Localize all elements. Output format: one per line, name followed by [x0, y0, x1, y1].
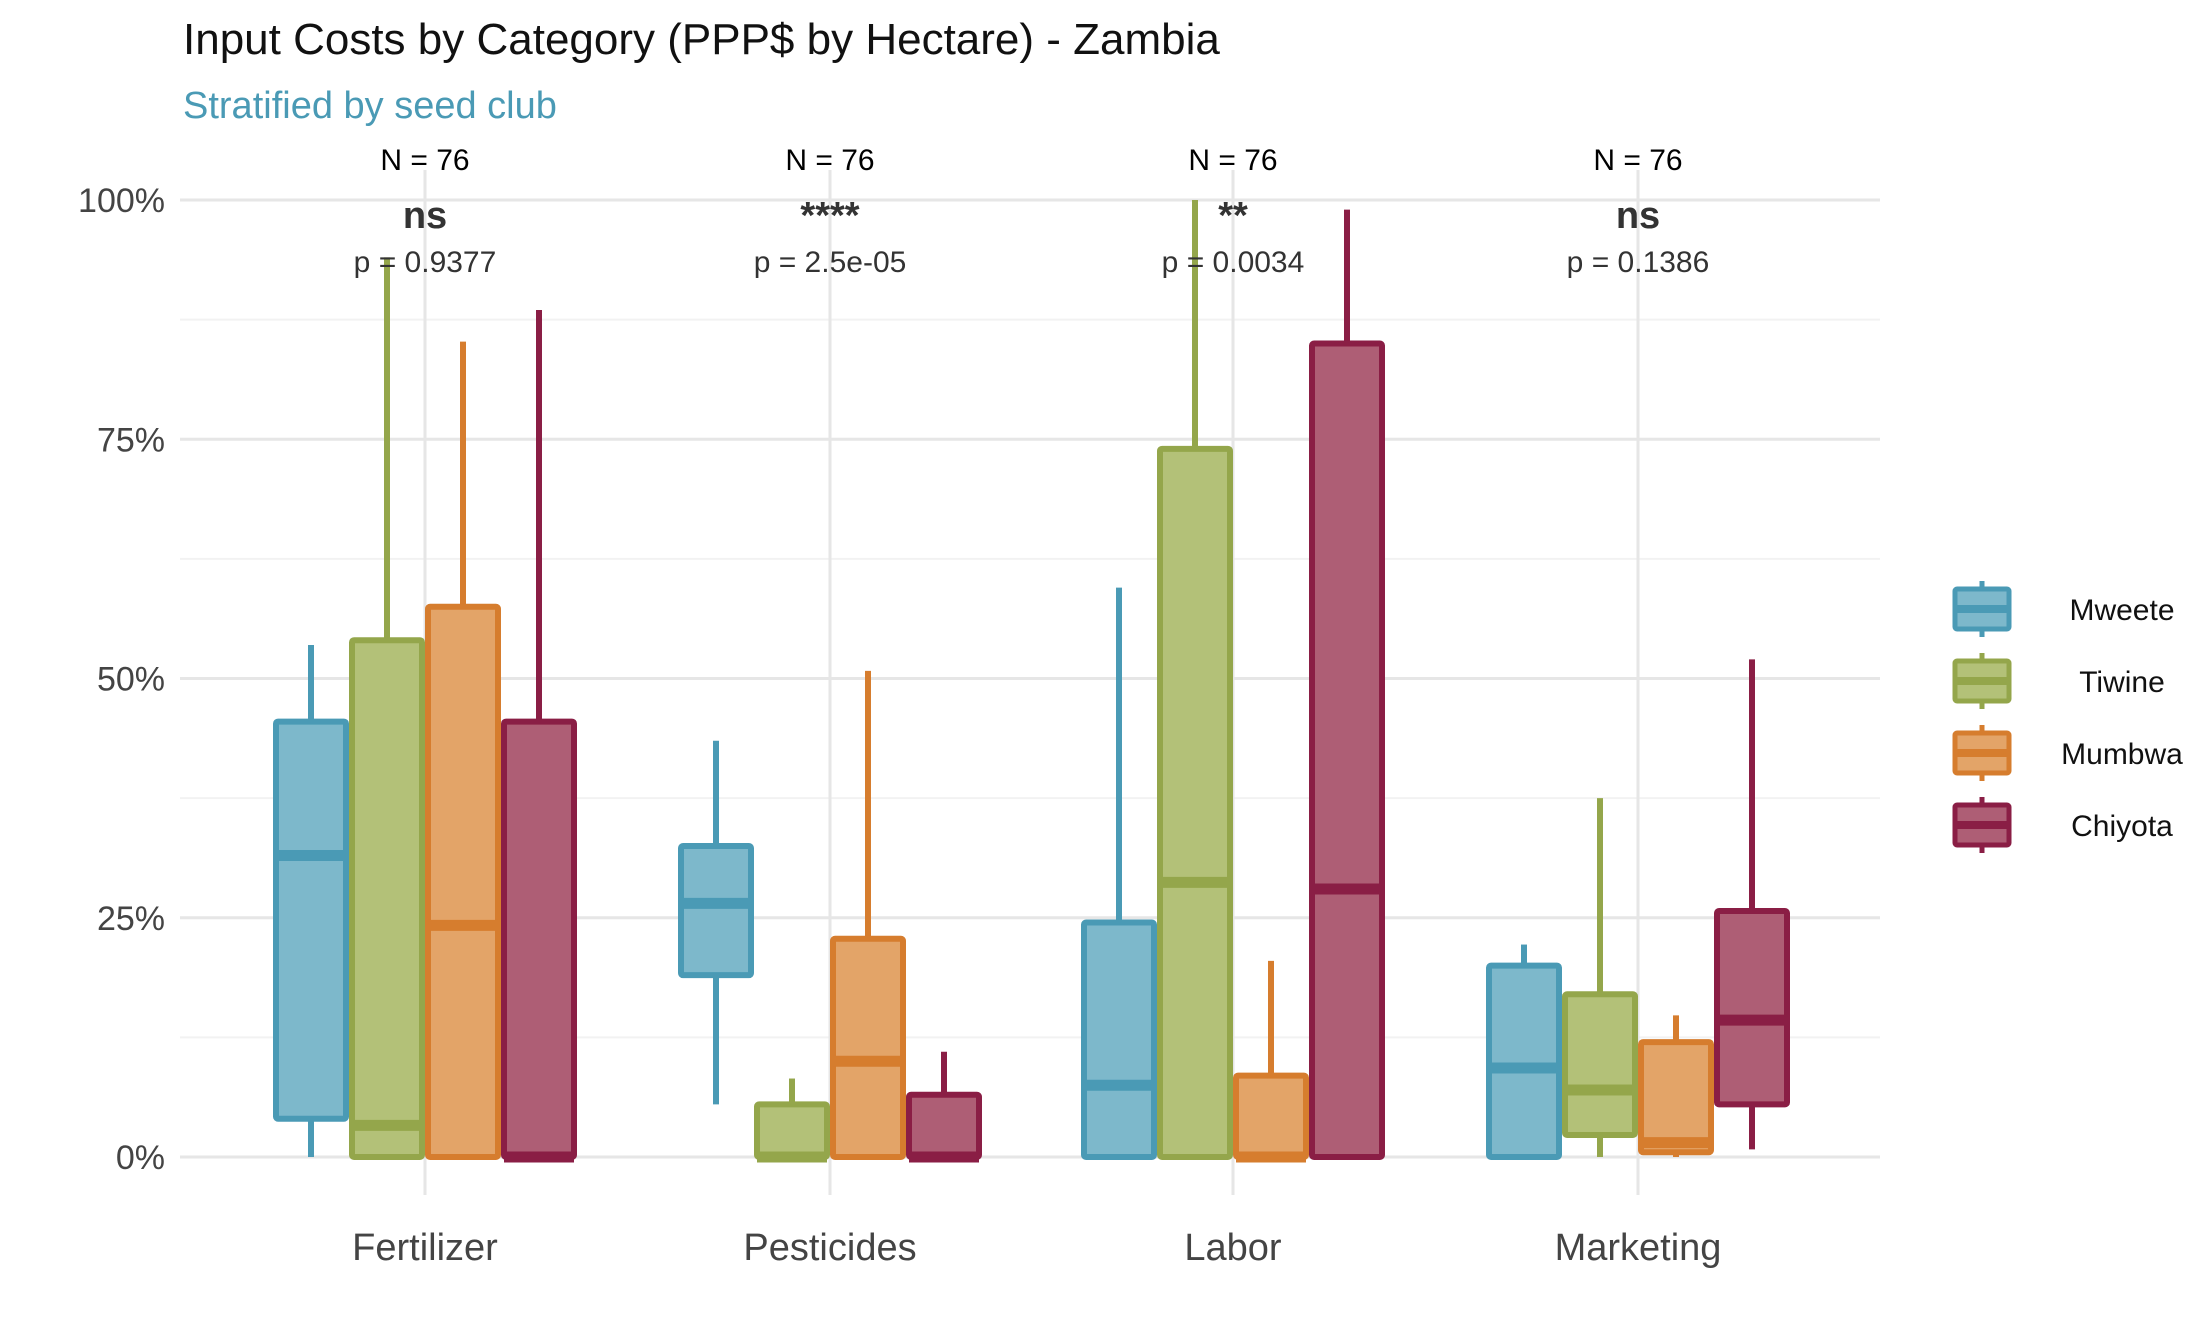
box-mumbwa-marketing [1638, 1015, 1714, 1157]
box-body [830, 935, 906, 1161]
x-tick-label: Fertilizer [352, 1227, 498, 1269]
n-label: N = 76 [785, 144, 874, 177]
x-tick-label: Pesticides [743, 1227, 916, 1269]
box-body [1638, 1039, 1714, 1156]
significance-label: ns [403, 195, 447, 237]
significance-label: ns [1616, 195, 1660, 237]
y-tick-label: 50% [97, 661, 165, 699]
box-mumbwa-pesticides [830, 670, 906, 1161]
boxes [273, 200, 1790, 1163]
box-tiwine-marketing [1562, 798, 1638, 1157]
box-body [501, 718, 577, 1160]
box-body [906, 1091, 982, 1161]
box-chiyota-labor [1309, 209, 1385, 1160]
y-tick-label: 100% [78, 182, 165, 220]
legend-item-mweete: Mweete [1952, 581, 2175, 637]
legend-label: Mweete [2069, 594, 2174, 627]
box-body [1562, 991, 1638, 1138]
box-mweete-marketing [1486, 944, 1562, 1160]
y-tick-label: 75% [97, 421, 165, 459]
legend-item-mumbwa: Mumbwa [1952, 725, 2183, 781]
legend-label: Chiyota [2071, 810, 2173, 843]
box-body [273, 718, 349, 1122]
significance-label: ** [1218, 195, 1248, 237]
chart-title: Input Costs by Category (PPP$ by Hectare… [183, 15, 1220, 64]
legend-label: Mumbwa [2061, 738, 2183, 771]
box-chiyota-pesticides [906, 1051, 982, 1163]
box-tiwine-labor [1157, 200, 1233, 1160]
box-tiwine-fertilizer [349, 257, 425, 1160]
box-body [1309, 340, 1385, 1160]
box-body [1714, 908, 1790, 1108]
y-axis: 0% 25% 50% 75% 100% [78, 182, 165, 1177]
box-body [1486, 962, 1562, 1160]
box-body [678, 842, 754, 979]
p-value-label: p = 0.9377 [354, 246, 497, 279]
legend-item-tiwine: Tiwine [1952, 653, 2165, 709]
box-tiwine-pesticides [754, 1078, 830, 1163]
box-mweete-pesticides [678, 740, 754, 1105]
x-tick-label: Labor [1184, 1227, 1282, 1269]
box-mweete-fertilizer [273, 645, 349, 1157]
box-body [1081, 919, 1157, 1160]
x-axis: Fertilizer Pesticides Labor Marketing [352, 1227, 1721, 1269]
p-value-label: p = 0.1386 [1567, 246, 1710, 279]
n-label: N = 76 [1593, 144, 1682, 177]
y-tick-label: 0% [116, 1139, 165, 1177]
box-body [349, 637, 425, 1160]
n-label: N = 76 [380, 144, 469, 177]
n-label: N = 76 [1188, 144, 1277, 177]
annotations: N = 76 ns p = 0.9377 N = 76 **** p = 2.5e-05 N… [354, 144, 1710, 279]
box-mumbwa-labor [1233, 960, 1309, 1163]
significance-label: **** [800, 195, 859, 237]
chart-subtitle: Stratified by seed club [183, 85, 557, 127]
legend-label: Tiwine [2079, 666, 2165, 699]
box-mweete-labor [1081, 587, 1157, 1160]
box-chiyota-fertilizer [501, 310, 577, 1163]
legend: Mweete Tiwine Mumbwa Chiyota [1952, 581, 2183, 853]
box-chiyota-marketing [1714, 659, 1790, 1150]
legend-item-chiyota: Chiyota [1952, 797, 2173, 853]
x-tick-label: Marketing [1555, 1227, 1722, 1269]
box-body [425, 603, 501, 1160]
p-value-label: p = 2.5e-05 [754, 246, 907, 279]
p-value-label: p = 0.0034 [1162, 246, 1305, 279]
box-body [754, 1101, 830, 1160]
box-body [1233, 1072, 1309, 1161]
y-tick-label: 25% [97, 900, 165, 938]
box-mumbwa-fertilizer [425, 341, 501, 1160]
box-body [1157, 445, 1233, 1160]
